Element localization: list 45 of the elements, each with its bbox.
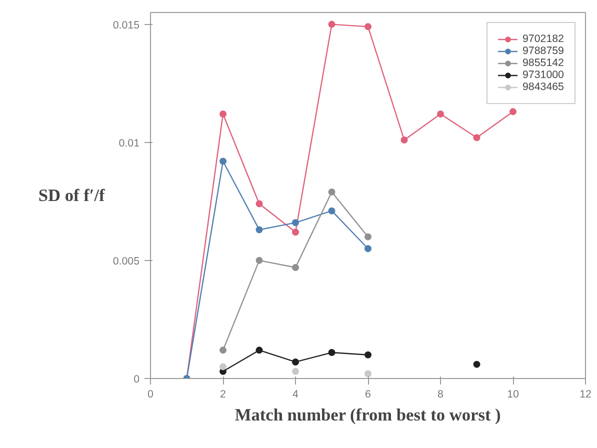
point (292, 228, 299, 236)
point (328, 349, 336, 356)
point (473, 360, 480, 368)
point (256, 200, 263, 208)
point (364, 245, 372, 252)
point (328, 207, 336, 214)
point (220, 363, 226, 370)
point (292, 358, 299, 366)
x-tick-label: 4 (292, 388, 299, 400)
point (256, 256, 263, 264)
legend-label: 9855142 (522, 57, 564, 69)
x-tick-label: 0 (148, 388, 154, 400)
point (364, 233, 372, 240)
x-axis-title: Match number (from best to worst ) (234, 406, 502, 424)
point (256, 346, 263, 354)
point (400, 136, 408, 144)
point (328, 20, 336, 28)
y-tick-label: 0.005 (112, 255, 140, 268)
point (437, 110, 444, 118)
legend-label: 9702182 (522, 33, 564, 45)
legend-label: 9731000 (522, 69, 564, 81)
x-tick-label: 8 (438, 388, 444, 400)
x-tick-label: 2 (220, 388, 226, 400)
point (292, 219, 299, 226)
point (364, 370, 372, 378)
point (510, 108, 516, 116)
point (328, 188, 336, 196)
y-tick-label: 0 (134, 374, 140, 386)
point (220, 158, 226, 165)
y-axis-title: SD of f′/f (38, 186, 106, 205)
x-tick-label: 12 (580, 388, 592, 400)
point (292, 368, 299, 375)
point (256, 226, 263, 234)
x-tick-label: 6 (365, 388, 372, 400)
point (364, 351, 372, 358)
point (220, 110, 226, 118)
point (292, 264, 299, 272)
legend-label: 9843465 (522, 81, 564, 93)
y-tick-label: 0.015 (112, 19, 140, 32)
legend-label: 9788759 (522, 45, 564, 57)
point (473, 134, 480, 142)
y-tick-label: 0.01 (118, 137, 140, 150)
point (364, 23, 372, 30)
x-tick-label: 10 (507, 388, 519, 400)
point (220, 346, 226, 354)
